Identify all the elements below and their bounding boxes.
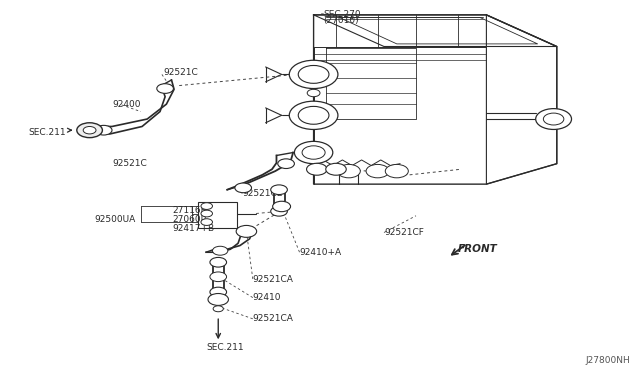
Text: 92521CE: 92521CE [242, 189, 282, 198]
Circle shape [337, 164, 360, 178]
Circle shape [210, 257, 227, 267]
Circle shape [326, 163, 346, 175]
Circle shape [298, 65, 329, 83]
Circle shape [543, 113, 564, 125]
Circle shape [289, 60, 338, 89]
Circle shape [157, 84, 173, 93]
Circle shape [201, 203, 212, 209]
Circle shape [95, 125, 112, 135]
Text: 27060P: 27060P [173, 215, 207, 224]
Circle shape [307, 89, 320, 97]
Text: 92521C: 92521C [163, 68, 198, 77]
Circle shape [83, 126, 96, 134]
Circle shape [235, 183, 252, 193]
Circle shape [536, 109, 572, 129]
Circle shape [210, 272, 227, 282]
Text: SEC.211: SEC.211 [207, 343, 244, 352]
Text: 92521C: 92521C [112, 159, 147, 168]
Circle shape [236, 225, 257, 237]
Text: 27116H: 27116H [173, 206, 208, 215]
Circle shape [201, 210, 212, 217]
Polygon shape [198, 202, 237, 228]
Circle shape [273, 201, 291, 212]
Text: 92410: 92410 [253, 293, 282, 302]
Circle shape [77, 123, 102, 138]
Circle shape [208, 294, 228, 305]
Circle shape [385, 164, 408, 178]
Text: 92521CA: 92521CA [253, 275, 294, 283]
Circle shape [271, 206, 287, 216]
Text: 92500UA: 92500UA [95, 215, 136, 224]
Text: (27010): (27010) [323, 16, 359, 25]
Circle shape [271, 185, 287, 195]
Circle shape [289, 101, 338, 129]
Text: 92400: 92400 [112, 100, 141, 109]
Circle shape [294, 141, 333, 164]
Text: SEC.211: SEC.211 [29, 128, 67, 137]
Text: J27800NH: J27800NH [586, 356, 630, 365]
Circle shape [210, 287, 227, 297]
Text: SEC.270: SEC.270 [323, 10, 361, 19]
Circle shape [307, 163, 327, 175]
Text: 92410+A: 92410+A [300, 248, 342, 257]
Text: FRONT: FRONT [458, 244, 497, 254]
Circle shape [212, 246, 228, 255]
Text: 92417+B: 92417+B [173, 224, 215, 233]
Circle shape [366, 164, 389, 178]
Text: 92521CF: 92521CF [384, 228, 424, 237]
Circle shape [201, 219, 212, 225]
Circle shape [213, 306, 223, 312]
Circle shape [278, 159, 294, 169]
Circle shape [298, 106, 329, 124]
Text: 92521CA: 92521CA [253, 314, 294, 323]
Circle shape [302, 146, 325, 159]
